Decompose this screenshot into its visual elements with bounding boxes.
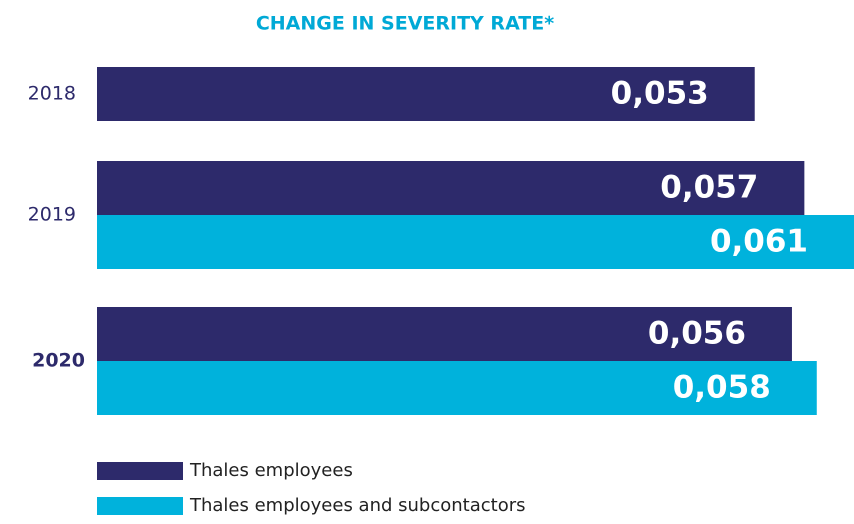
bar xyxy=(97,215,854,269)
legend-label: Thales employees xyxy=(189,460,353,481)
category-label: 2020 xyxy=(32,350,85,372)
value-label: 0,053 xyxy=(611,76,709,112)
value-label: 0,061 xyxy=(710,224,808,260)
legend-swatch xyxy=(97,497,183,515)
value-label: 0,058 xyxy=(673,370,771,406)
bar xyxy=(97,161,805,215)
chart-title: CHANGE IN SEVERITY RATE* xyxy=(256,13,554,35)
bar xyxy=(97,67,755,121)
legend-label: Thales employees and subcontactors xyxy=(189,495,526,516)
category-label: 2019 xyxy=(28,204,76,226)
bar xyxy=(97,361,817,415)
legend-swatch xyxy=(97,462,183,480)
bar xyxy=(97,307,792,361)
value-label: 0,056 xyxy=(648,316,746,352)
value-label: 0,057 xyxy=(660,170,758,206)
category-label: 2018 xyxy=(28,83,76,105)
